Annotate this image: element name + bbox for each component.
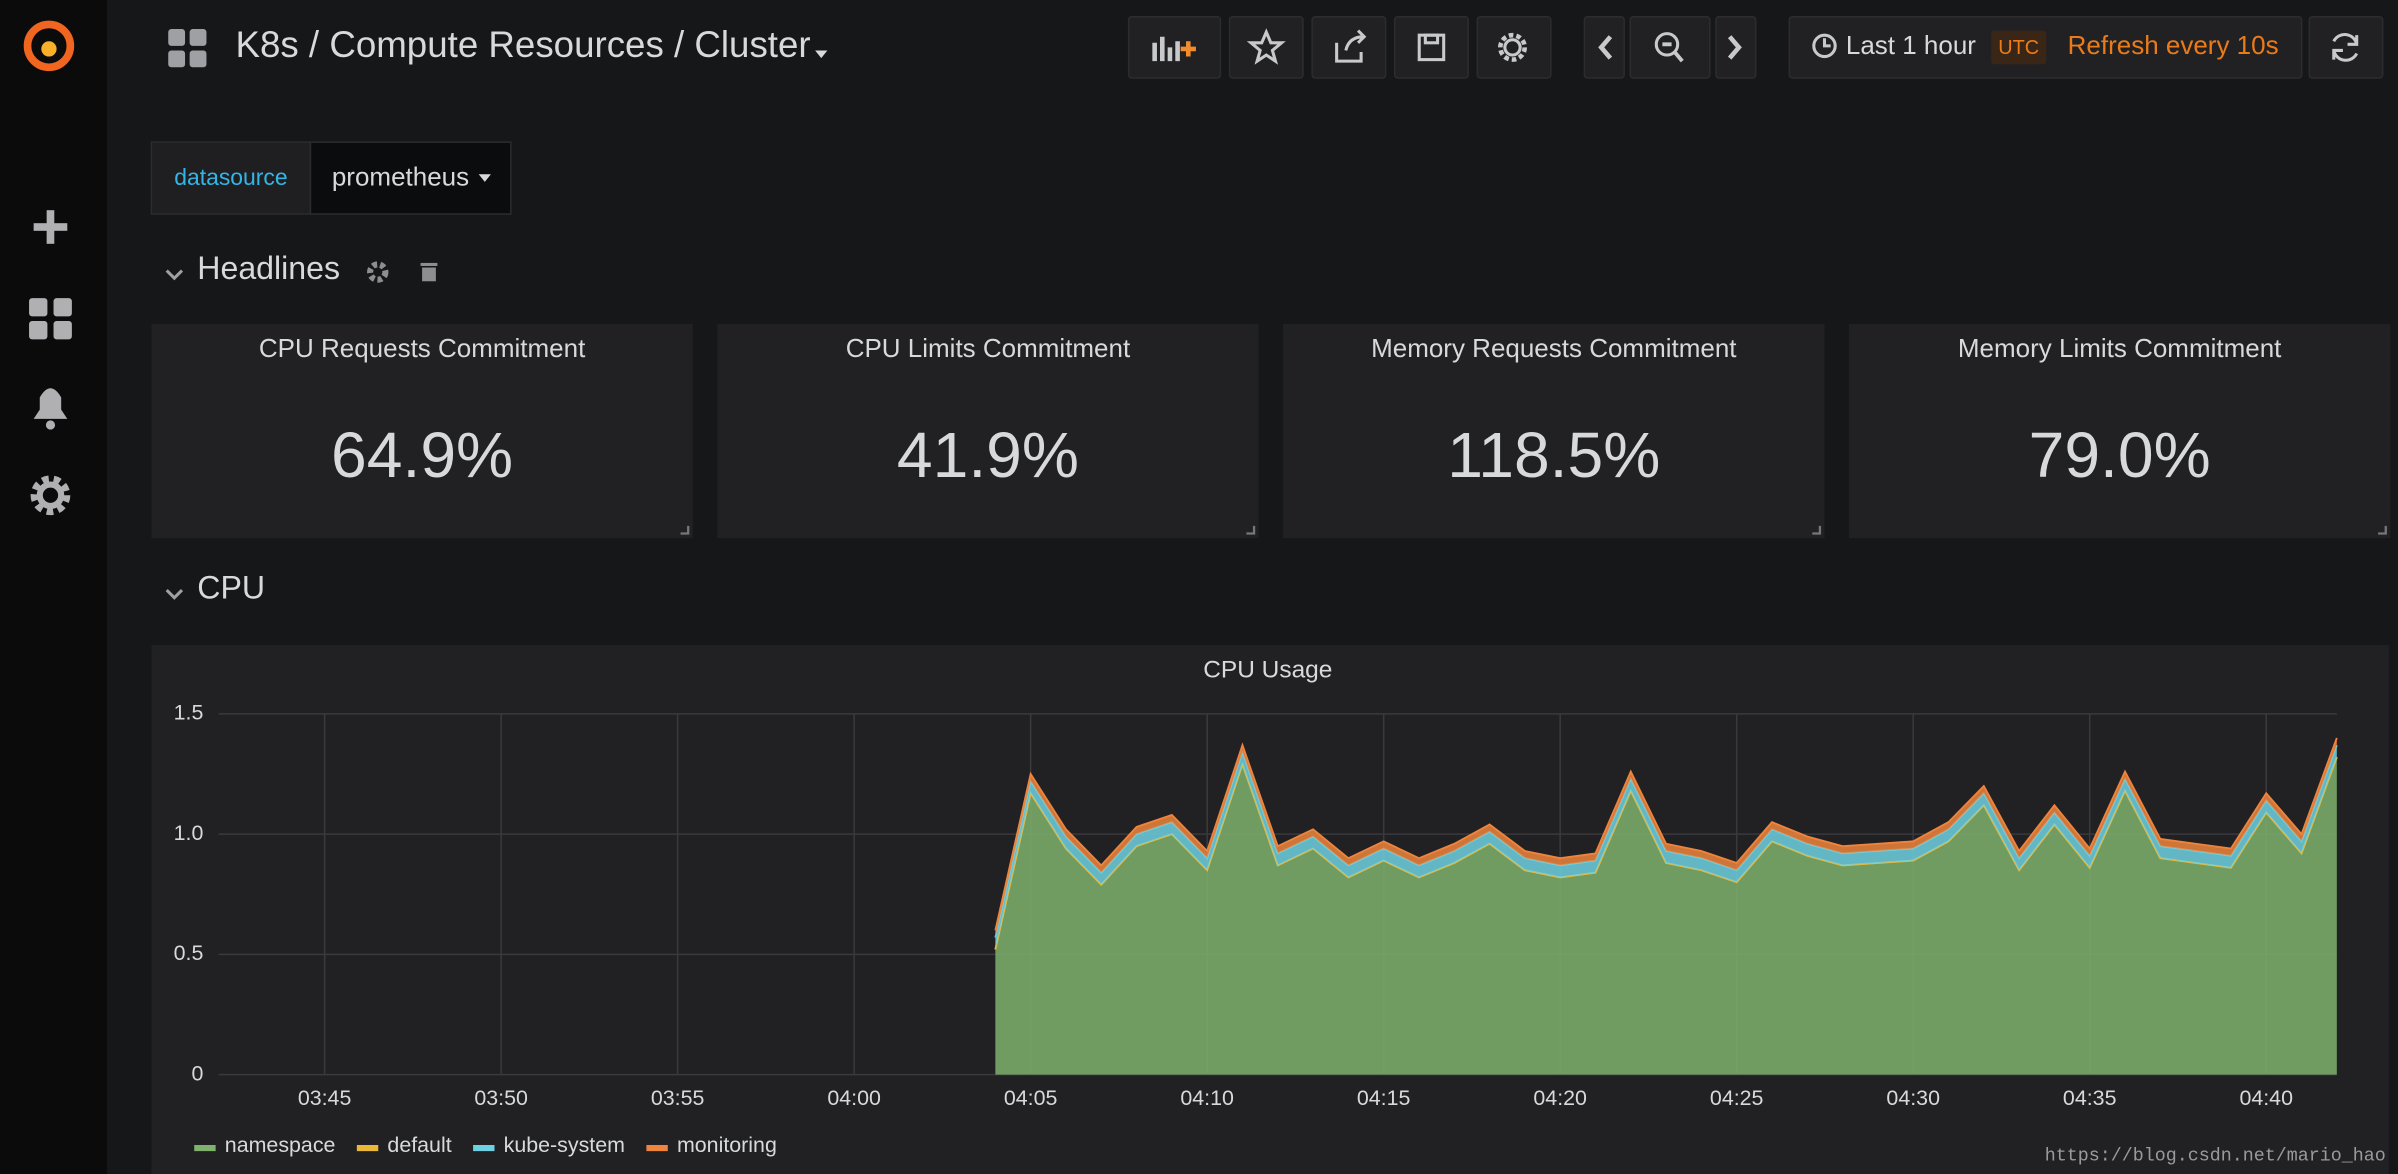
row-title[interactable]: CPU: [197, 570, 265, 606]
row-settings-icon[interactable]: [367, 261, 389, 283]
stat-panel: [151, 324, 693, 539]
stat-panel: [1283, 324, 1825, 539]
resize-handle: [1246, 525, 1256, 535]
grafana-logo[interactable]: [23, 20, 75, 72]
stat-value: 64.9%: [331, 419, 513, 491]
create-icon[interactable]: [33, 210, 68, 244]
stat-panel: [717, 324, 1259, 539]
zoom-out-button[interactable]: [1629, 16, 1711, 79]
legend-label: kube-system: [504, 1133, 625, 1157]
timezone: UTC: [1998, 37, 2039, 59]
refresh-interval[interactable]: Refresh every 10s: [2068, 30, 2279, 60]
variable-select[interactable]: [309, 141, 512, 215]
series-line: [994, 737, 2338, 931]
x-tick-label: 04:00: [827, 1086, 881, 1110]
stat-panels: CPU Requests Commitment 64.9% CPU Limits C…: [151, 324, 2391, 539]
variable-label: datasource: [174, 164, 287, 190]
title-caret[interactable]: [815, 50, 828, 59]
stat-value: 118.5%: [1447, 419, 1660, 491]
x-tick-label: 04:40: [2239, 1086, 2293, 1110]
legend-label: monitoring: [677, 1133, 777, 1157]
sidebar: [0, 0, 108, 1174]
legend-label: namespace: [225, 1133, 336, 1157]
share-button[interactable]: [1311, 16, 1387, 79]
x-tick-label: 04:20: [1533, 1086, 1587, 1110]
stat-value: 79.0%: [2029, 419, 2211, 491]
config-icon[interactable]: [30, 475, 71, 516]
time-range[interactable]: Last 1 hour: [1846, 30, 1976, 60]
time-forward-button[interactable]: [1715, 16, 1757, 79]
chart: 0 0.5 1.0 1.5 03:45 03:50 03:55 04:00 04:05 04:10…: [174, 701, 2338, 1157]
x-tick-label: 04:15: [1357, 1086, 1411, 1110]
dashboards-icon[interactable]: [29, 298, 72, 340]
toolbar-icons: [1152, 28, 2359, 65]
x-tick-label: 04:30: [1886, 1086, 1940, 1110]
series-area: [995, 757, 2337, 1075]
x-tick-label: 04:35: [2063, 1086, 2117, 1110]
x-tick-label: 03:50: [474, 1086, 528, 1110]
x-tick-label: 04:25: [1710, 1086, 1764, 1110]
row-chevron[interactable]: [165, 269, 184, 281]
settings-button[interactable]: [1476, 16, 1552, 79]
x-tick-label: 04:05: [1004, 1086, 1058, 1110]
resize-handle: [1812, 525, 1822, 535]
row-chevron[interactable]: [165, 588, 184, 600]
stat-value: 41.9%: [897, 419, 1079, 491]
stat-title: CPU Requests Commitment: [259, 333, 586, 363]
stat-panel: [1848, 324, 2391, 539]
alerting-icon[interactable]: [33, 388, 68, 430]
save-button[interactable]: [1393, 16, 1469, 79]
toolbar: [1127, 16, 2384, 79]
time-back-button[interactable]: [1583, 16, 1625, 79]
chart-title: CPU Usage: [1203, 657, 1332, 684]
x-tick-label: 03:45: [298, 1086, 352, 1110]
stat-title: CPU Limits Commitment: [846, 333, 1131, 363]
timezone-badge: [1991, 30, 2047, 65]
x-tick-label: 04:10: [1180, 1086, 1234, 1110]
y-tick-label: 0.5: [174, 941, 204, 965]
row-title[interactable]: Headlines: [197, 250, 340, 286]
stat-title: Memory Limits Commitment: [1958, 333, 2282, 363]
stat-title: Memory Requests Commitment: [1371, 333, 1737, 363]
y-tick-label: 0: [191, 1061, 203, 1085]
variable-label-box: [150, 141, 312, 215]
legend-label: default: [387, 1133, 451, 1157]
watermark: https://blog.csdn.net/mario_hao: [2045, 1146, 2386, 1167]
refresh-button[interactable]: [2308, 16, 2384, 79]
star-button[interactable]: [1228, 16, 1304, 79]
dashboard-title[interactable]: K8s / Compute Resources / Cluster: [236, 24, 811, 65]
resize-handle: [2378, 525, 2387, 535]
resize-handle: [680, 525, 690, 535]
row-delete-icon[interactable]: [420, 262, 438, 282]
dashboard-icon: [168, 29, 207, 68]
variable-value[interactable]: prometheus: [332, 162, 469, 192]
y-tick-label: 1.5: [174, 701, 204, 725]
x-tick-label: 03:55: [651, 1086, 705, 1110]
add-panel-button[interactable]: [1127, 16, 1222, 79]
variable-caret[interactable]: [478, 174, 491, 182]
y-tick-label: 1.0: [174, 821, 204, 845]
